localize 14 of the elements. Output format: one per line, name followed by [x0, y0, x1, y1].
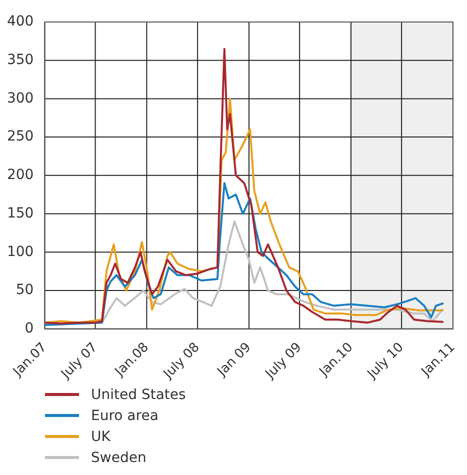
- x-tick-label: Jan 09: [214, 340, 254, 380]
- y-tick-label: 200: [6, 167, 34, 184]
- y-tick-label: 0: [24, 320, 34, 336]
- legend-label: UK: [91, 428, 110, 444]
- y-tick-label: 300: [6, 90, 34, 106]
- y-tick-label: 150: [6, 205, 34, 222]
- legend-label: United States: [91, 386, 186, 402]
- y-tick-label: 100: [6, 244, 34, 260]
- y-tick-label: 400: [6, 14, 34, 30]
- legend-label: Sweden: [91, 450, 146, 466]
- y-tick-label: 50: [16, 282, 34, 298]
- y-tick-label: 250: [6, 128, 34, 145]
- y-tick-label: 350: [6, 52, 34, 68]
- legend-label: Euro area: [91, 408, 158, 424]
